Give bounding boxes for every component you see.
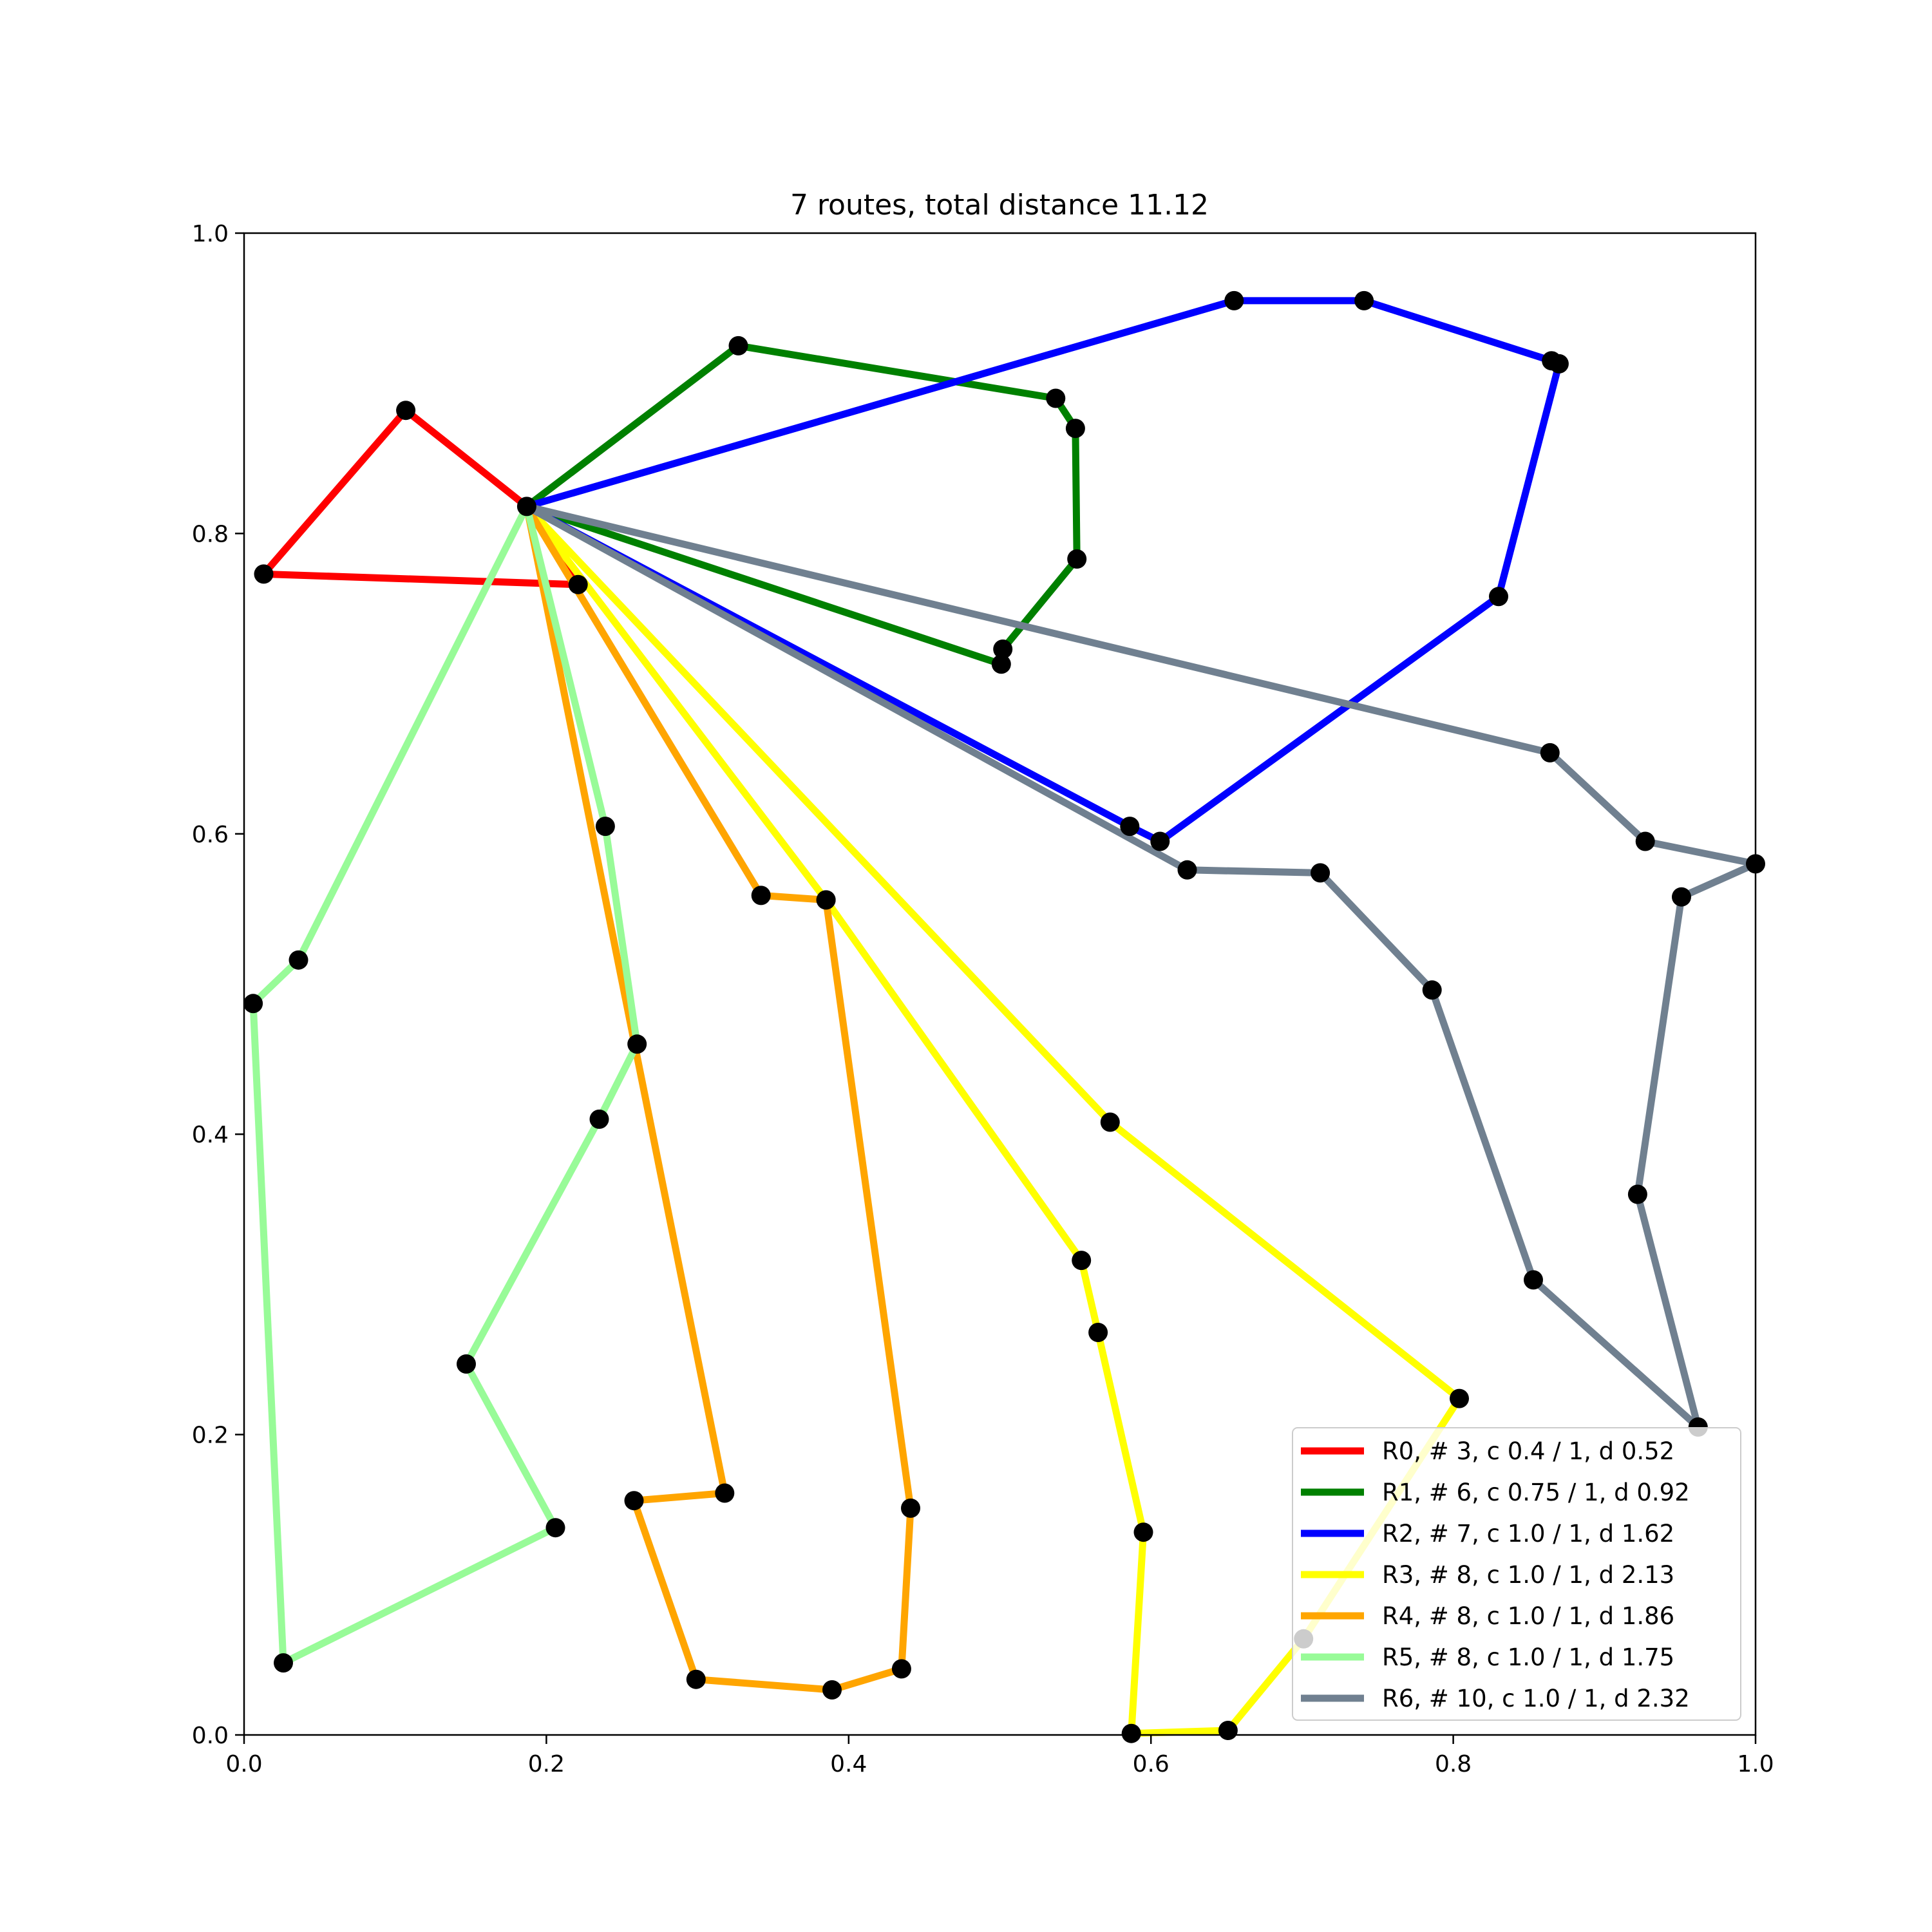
y-tick-label: 0.4 xyxy=(192,1122,229,1148)
x-axis: 0.0 0.2 0.4 0.6 0.8 1.0 xyxy=(225,1735,1774,1777)
customer-point xyxy=(1177,860,1197,880)
customer-point xyxy=(1067,549,1087,569)
route-line-r0 xyxy=(260,406,582,589)
legend-label-r5: R5, # 8, c 1.0 / 1, d 1.75 xyxy=(1382,1643,1674,1671)
legend-label-r1: R1, # 6, c 0.75 / 1, d 0.92 xyxy=(1382,1479,1690,1506)
customer-point xyxy=(1065,419,1085,439)
customer-point xyxy=(1450,1388,1469,1408)
customer-point xyxy=(822,1680,842,1700)
legend: R0, # 3, c 0.4 / 1, d 0.52 R1, # 6, c 0.7… xyxy=(1292,1427,1741,1721)
customer-point xyxy=(1422,980,1442,1000)
chart-title: 7 routes, total distance 11.12 xyxy=(790,189,1209,222)
plot-area-frame xyxy=(243,232,1757,1736)
x-tick-label: 0.8 xyxy=(1435,1751,1472,1777)
customer-point xyxy=(1088,1323,1108,1342)
customer-point xyxy=(274,1653,293,1673)
customer-point xyxy=(1150,831,1170,851)
customer-point xyxy=(1354,290,1374,310)
customer-point xyxy=(1627,1184,1647,1204)
customer-point xyxy=(595,817,615,837)
customer-point xyxy=(901,1498,920,1518)
x-tick-label: 0.0 xyxy=(225,1751,262,1777)
customer-point xyxy=(816,890,836,910)
customer-point xyxy=(1672,887,1691,907)
customer-point xyxy=(1133,1522,1153,1542)
customer-point xyxy=(1549,354,1569,374)
legend-label-r0: R0, # 3, c 0.4 / 1, d 0.52 xyxy=(1382,1437,1674,1465)
y-tick-label: 0.6 xyxy=(192,822,229,848)
customer-point xyxy=(751,886,771,905)
customer-point xyxy=(627,1034,647,1054)
legend-label-r6: R6, # 10, c 1.0 / 1, d 2.32 xyxy=(1382,1685,1690,1712)
customer-point xyxy=(1224,290,1244,310)
customer-point xyxy=(1489,587,1508,607)
legend-box xyxy=(1292,1427,1741,1721)
customer-point xyxy=(1218,1721,1238,1740)
customer-point xyxy=(1635,831,1655,851)
legend-label-r4: R4, # 8, c 1.0 / 1, d 1.86 xyxy=(1382,1602,1674,1630)
route-line-r5 xyxy=(249,504,641,1667)
customer-point xyxy=(1100,1112,1120,1132)
customer-point xyxy=(715,1483,735,1503)
y-tick-label: 0.2 xyxy=(192,1423,229,1449)
customer-point xyxy=(1072,1251,1092,1271)
x-tick-label: 1.0 xyxy=(1737,1751,1774,1777)
legend-entries: R0, # 3, c 0.4 / 1, d 0.52 R1, # 6, c 0.7… xyxy=(1301,1437,1690,1712)
customer-point xyxy=(728,336,748,355)
customer-point xyxy=(993,639,1013,659)
customer-point xyxy=(396,401,416,421)
y-tick-label: 0.0 xyxy=(192,1723,229,1749)
route-line-r6 xyxy=(525,503,1759,1431)
y-tick-label: 1.0 xyxy=(192,221,229,247)
x-tick-label: 0.6 xyxy=(1133,1751,1170,1777)
customer-point xyxy=(1540,743,1560,762)
customer-point xyxy=(243,994,263,1014)
customer-point xyxy=(457,1354,476,1374)
customer-point xyxy=(1311,863,1331,883)
customer-point xyxy=(624,1491,644,1511)
customer-point xyxy=(686,1669,706,1689)
x-tick-label: 0.2 xyxy=(528,1751,565,1777)
legend-label-r2: R2, # 7, c 1.0 / 1, d 1.62 xyxy=(1382,1520,1674,1548)
customer-point xyxy=(545,1518,565,1538)
customer-point xyxy=(1120,817,1140,837)
customer-point xyxy=(1121,1723,1141,1743)
customer-point xyxy=(1046,388,1066,408)
depot-point xyxy=(516,497,536,516)
y-tick-label: 0.8 xyxy=(192,521,229,547)
customer-point xyxy=(289,950,308,970)
customer-point xyxy=(568,574,588,594)
customer-point xyxy=(589,1109,609,1129)
customer-point xyxy=(991,654,1011,674)
x-tick-label: 0.4 xyxy=(830,1751,867,1777)
y-axis: 0.0 0.2 0.4 0.6 0.8 1.0 xyxy=(192,221,244,1749)
customer-point xyxy=(891,1659,911,1679)
customer-point xyxy=(1524,1270,1543,1290)
customer-point xyxy=(254,564,274,584)
route-line-r4 xyxy=(523,504,914,1694)
legend-label-r3: R3, # 8, c 1.0 / 1, d 2.13 xyxy=(1382,1561,1674,1589)
